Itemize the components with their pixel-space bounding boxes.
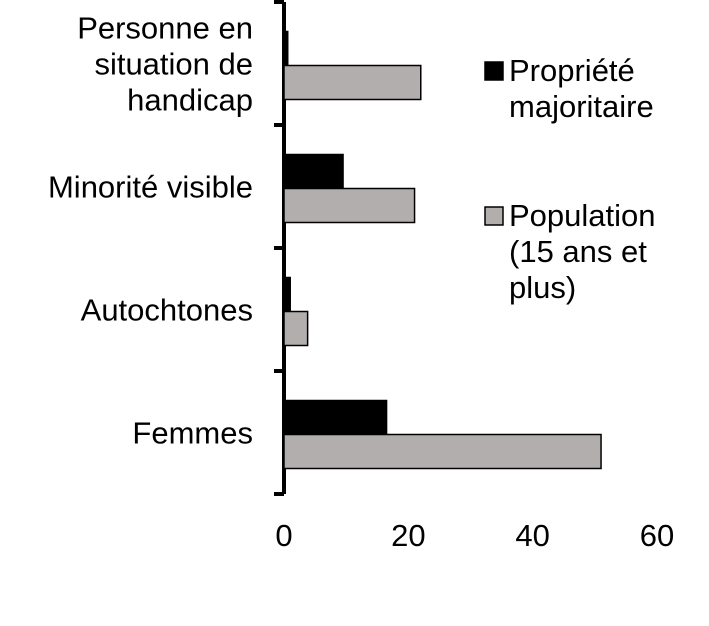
bar-propriete-2: [283, 276, 291, 313]
category-label-line: Autochtones: [81, 293, 253, 328]
legend-swatch-0: [484, 61, 504, 81]
category-label-line: Personne en: [77, 11, 253, 46]
legend-label-line: (15 ans et: [509, 234, 647, 269]
bar-population-1: [283, 187, 416, 224]
category-labels: Personne en situation de handicap Minorité …: [48, 11, 253, 451]
legend-label-1: Population (15 ans et plus): [509, 198, 656, 305]
axes: [274, 0, 286, 496]
bar-population-0: [283, 64, 422, 101]
x-tick-labels: 0 20 40 60: [275, 518, 674, 553]
legend: Propriété majoritaire Population (15 ans et…: [484, 53, 656, 305]
bar-population-2: [283, 310, 309, 347]
bar-propriete-0: [283, 30, 289, 67]
category-label: Femmes: [132, 416, 253, 451]
legend-label-0: Propriété majoritaire: [509, 53, 654, 124]
legend-label-line: Propriété: [509, 53, 635, 88]
x-tick-label: 20: [391, 518, 425, 553]
category-label-line: handicap: [127, 83, 253, 118]
category-label-line: Minorité visible: [48, 170, 253, 205]
bars: [283, 30, 602, 470]
legend-label-line: Population: [509, 198, 656, 233]
legend-label-line: plus): [509, 270, 576, 305]
x-tick-label: 0: [275, 518, 292, 553]
legend-label-line: majoritaire: [509, 89, 654, 124]
bar-propriete-1: [283, 153, 344, 190]
bar-population-3: [283, 433, 602, 470]
category-label-line: situation de: [94, 47, 253, 82]
category-label: Minorité visible: [48, 170, 253, 205]
category-label: Autochtones: [81, 293, 253, 328]
x-tick-label: 60: [640, 518, 674, 553]
x-tick-label: 40: [515, 518, 549, 553]
category-label-line: Femmes: [132, 416, 253, 451]
legend-swatch-1: [484, 206, 504, 226]
category-label: Personne en situation de handicap: [77, 11, 253, 118]
bar-propriete-3: [283, 399, 388, 436]
